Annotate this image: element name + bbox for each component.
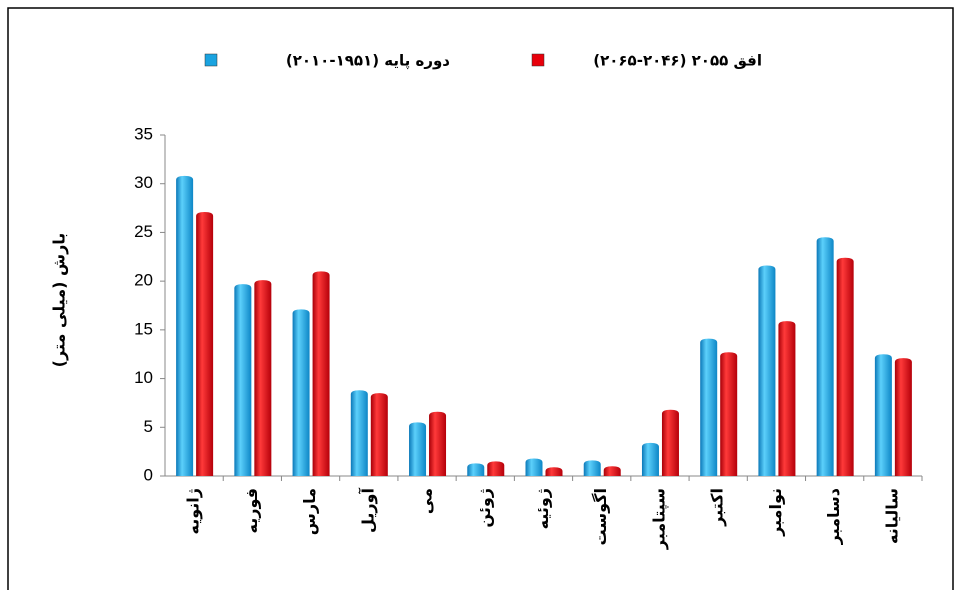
bar [661,409,679,476]
bar [583,460,601,476]
y-tick-label: 10 [134,368,153,387]
bar [778,321,796,476]
bar [350,390,368,476]
bar [816,237,834,476]
y-tick-label: 0 [144,465,153,484]
bar [700,338,718,476]
y-tick-label: 30 [134,173,153,192]
y-tick-label: 5 [144,417,153,436]
bar [292,309,310,476]
x-tick-label: اکتبر [708,488,727,527]
bar [836,257,854,476]
bar [641,442,659,476]
legend-label: دوره پایه (۱۹۵۱-۲۰۱۰) [286,52,450,71]
x-tick-label: دسامبر [824,488,843,545]
x-tick-label: سالیانه [882,488,901,544]
y-tick-label: 15 [134,319,153,338]
bar [254,280,272,476]
x-tick-label: ژوئیه [533,488,552,529]
x-tick-label: فوریه [242,488,261,533]
bar [312,271,330,476]
x-tick-label: آوریل [357,487,377,532]
x-tick-label: ژوئن [475,488,494,528]
bar [487,461,505,476]
bar [176,175,194,477]
x-tick-label: سپتامبر [649,488,669,550]
legend-label: افق ۲۰۵۵ (۲۰۴۶-۲۰۶۵) [593,52,762,70]
x-tick-label: نوامبر [766,488,785,537]
bar [894,358,912,476]
y-tick-label: 20 [134,271,153,290]
bar [196,211,214,476]
bar [720,352,738,476]
bar [409,422,427,476]
x-tick-label: اگوست [591,488,610,546]
bar [234,284,252,476]
bar [758,265,776,476]
y-tick-label: 35 [134,124,153,143]
chart-border [7,7,954,594]
x-tick-label: مارس [300,488,319,535]
y-axis-title: بارش (میلی متر) [50,233,69,368]
x-tick-label: می [417,488,436,514]
legend-marker [204,53,218,67]
x-tick-label: ژانویه [184,488,203,534]
bar [370,393,388,476]
legend-marker [531,53,545,67]
bar [545,467,563,476]
bar [525,458,543,476]
bar [874,354,892,476]
bar [429,411,447,476]
bar [467,463,485,476]
y-tick-label: 25 [134,222,153,241]
bar [603,466,621,476]
